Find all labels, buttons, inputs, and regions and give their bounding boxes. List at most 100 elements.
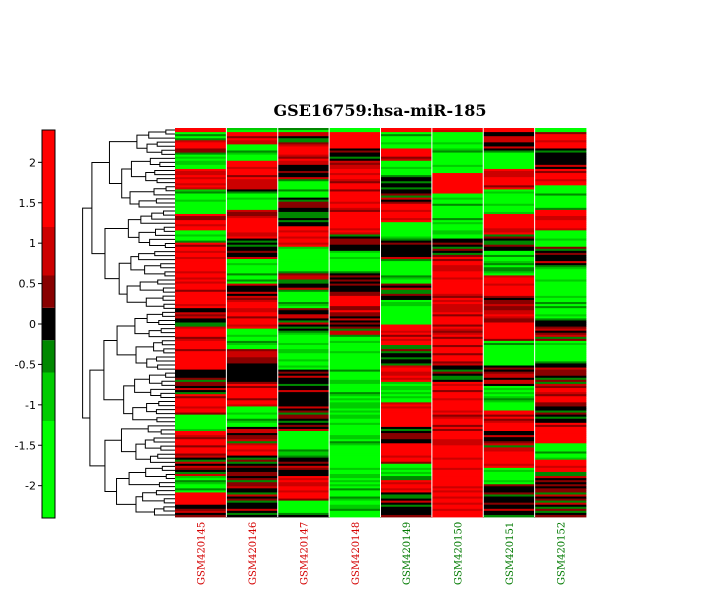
heatmap-cell <box>431 164 484 168</box>
heatmap-cell <box>277 388 330 391</box>
heatmap-cell <box>483 447 536 450</box>
heatmap-cell <box>534 308 587 311</box>
heatmap-cell <box>380 181 433 184</box>
heatmap-cell <box>277 302 330 305</box>
heatmap-cell <box>277 404 330 407</box>
heatmap-cell <box>226 369 279 373</box>
heatmap-cell <box>175 173 227 176</box>
heatmap-cell <box>329 342 381 346</box>
heatmap-cell <box>534 381 587 385</box>
heatmap-cell <box>175 347 227 350</box>
heatmap-cell <box>483 246 536 250</box>
heatmap-cell <box>277 488 330 491</box>
heatmap-cell <box>226 492 279 495</box>
heatmap-cell <box>483 404 536 407</box>
heatmap-cell <box>431 437 484 440</box>
heatmap-cell <box>483 459 536 463</box>
heatmap-cell <box>226 250 279 254</box>
heatmap-cell <box>329 259 381 262</box>
heatmap-cell <box>175 480 227 483</box>
heatmap-cell <box>175 246 227 250</box>
heatmap-cell <box>226 482 279 485</box>
heatmap-cell <box>277 222 330 225</box>
heatmap-cell <box>380 252 433 256</box>
heatmap-cell <box>175 328 227 332</box>
heatmap-cell <box>329 240 381 244</box>
heatmap-cell <box>175 332 227 336</box>
heatmap-cell <box>226 320 279 323</box>
heatmap-cell <box>277 367 330 370</box>
heatmap-cell <box>277 433 330 436</box>
heatmap-cell <box>329 140 381 143</box>
heatmap-cell <box>380 205 433 209</box>
heatmap-cell <box>483 277 536 280</box>
heatmap-cell <box>175 514 227 518</box>
heatmap-cell <box>175 310 227 313</box>
heatmap-cell <box>483 471 536 475</box>
heatmap-cell <box>483 388 536 391</box>
sample-label: GSM420152 <box>556 522 567 585</box>
heatmap-cell <box>483 336 536 340</box>
heatmap-cell <box>226 324 279 327</box>
heatmap-cell <box>534 404 587 407</box>
heatmap-cell <box>329 228 381 231</box>
heatmap-cell <box>534 164 587 168</box>
heatmap-cell <box>483 291 536 295</box>
heatmap-cell <box>431 336 484 340</box>
heatmap-cell <box>534 205 587 209</box>
heatmap-cell <box>483 173 536 176</box>
heatmap-cell <box>277 142 330 145</box>
heatmap-cell <box>329 379 381 383</box>
heatmap-cell <box>483 500 536 504</box>
heatmap-cell <box>431 293 484 297</box>
heatmap-cell <box>431 181 484 184</box>
heatmap-cell <box>175 226 227 229</box>
heatmap-cell <box>534 459 587 463</box>
heatmap-cell <box>380 512 433 516</box>
heatmap-cell <box>534 269 587 272</box>
heatmap-cell <box>277 467 330 471</box>
heatmap-cell <box>431 201 484 205</box>
heatmap-cell <box>277 185 330 188</box>
heatmap-cell <box>431 428 484 432</box>
heatmap-cell <box>483 181 536 184</box>
heatmap-cell <box>534 187 587 190</box>
heatmap-cell <box>329 455 381 459</box>
heatmap-cell <box>380 248 433 252</box>
heatmap-cell <box>380 150 433 153</box>
heatmap-cell <box>380 211 433 215</box>
heatmap-cell <box>534 156 587 160</box>
heatmap-cell <box>226 218 279 221</box>
heatmap-cell <box>329 482 381 485</box>
heatmap-cell <box>277 277 330 280</box>
heatmap-cell <box>329 490 381 493</box>
heatmap-cell <box>329 506 381 510</box>
heatmap-cell <box>175 187 227 190</box>
heatmap-cell <box>483 328 536 332</box>
heatmap-cell <box>380 408 433 411</box>
heatmap-cell <box>226 385 279 389</box>
heatmap-cell <box>175 408 227 411</box>
heatmap-cell <box>277 453 330 456</box>
heatmap-cell <box>380 326 433 330</box>
heatmap-cell <box>431 295 484 299</box>
heatmap-cell <box>431 218 484 221</box>
heatmap-cell <box>380 338 433 342</box>
heatmap-cell <box>534 512 587 516</box>
heatmap-cell <box>431 330 484 334</box>
heatmap-cell <box>329 195 381 199</box>
heatmap-cell <box>277 166 330 170</box>
heatmap-cell <box>226 279 279 282</box>
heatmap-cell <box>380 410 433 413</box>
heatmap-cell <box>431 363 484 366</box>
heatmap-cell <box>483 308 536 311</box>
heatmap-cell <box>277 291 330 295</box>
heatmap-cell <box>431 162 484 166</box>
heatmap-cell <box>226 310 279 313</box>
heatmap-cell <box>534 435 587 438</box>
heatmap-cell <box>534 242 587 246</box>
heatmap-cell <box>277 248 330 252</box>
heatmap-cell <box>175 353 227 356</box>
heatmap-cell <box>329 367 381 370</box>
heatmap-cell <box>431 367 484 370</box>
